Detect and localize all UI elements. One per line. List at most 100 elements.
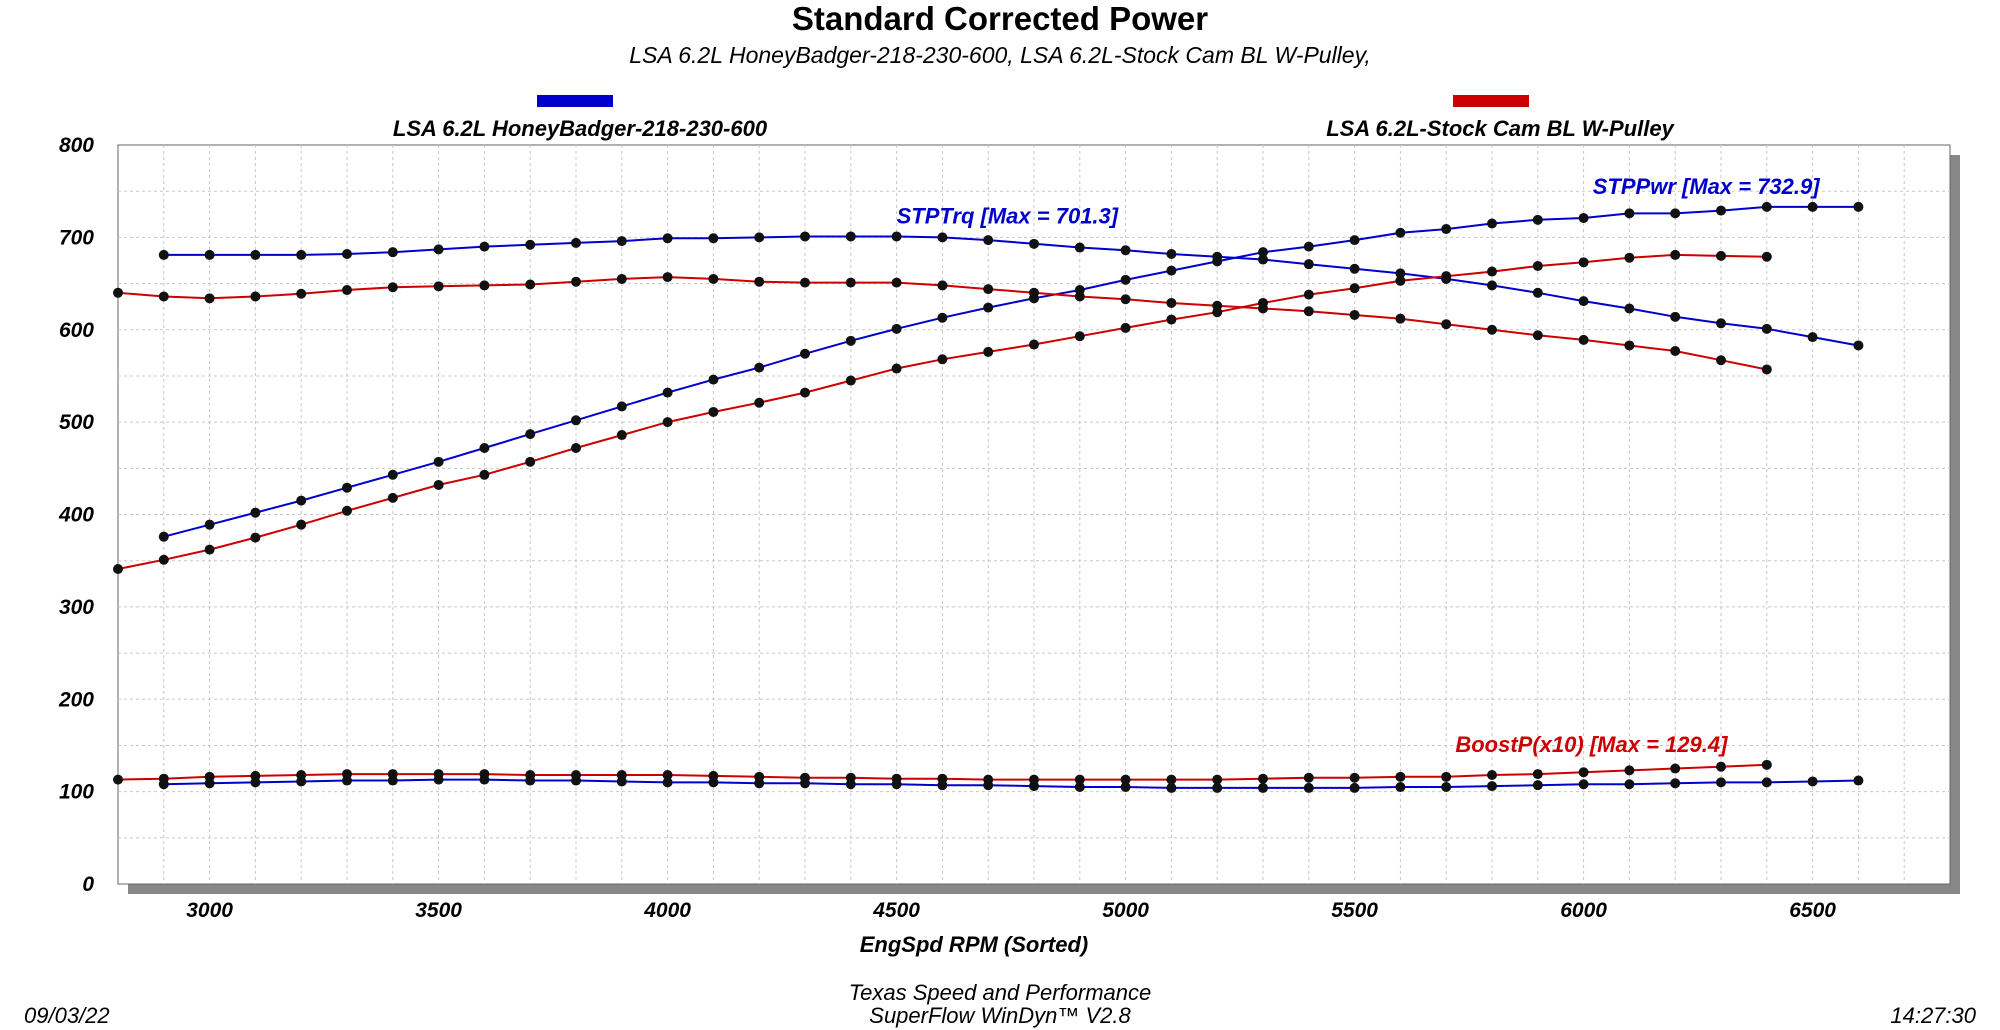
data-point [1166,265,1177,276]
x-tick-label: 4000 [643,899,691,922]
data-point [1670,345,1681,356]
data-point [1395,771,1406,782]
data-point [342,285,352,296]
legend-swatch-run-2 [1453,95,1529,107]
data-point [204,519,215,530]
data-point [1074,291,1085,302]
data-point [1670,763,1681,774]
data-point [1853,775,1864,786]
x-tick-label: 6500 [1789,899,1836,922]
data-point [1395,313,1406,324]
data-point [571,415,581,426]
data-point [158,773,169,784]
data-point [937,232,948,243]
data-point [1670,208,1681,219]
data-point [1761,777,1772,788]
data-point [433,456,444,467]
data-point [1624,252,1635,263]
data-point [616,236,627,247]
data-point [1670,311,1681,322]
data-point [1624,340,1635,351]
data-point [296,519,307,530]
data-point [433,479,444,490]
chart-subtitle: LSA 6.2L HoneyBadger-218-230-600, LSA 6.… [629,42,1371,68]
data-point [937,312,948,323]
data-point [1761,251,1772,262]
data-point [1395,782,1406,793]
data-point [525,456,536,467]
data-point [1166,314,1177,325]
data-point [1349,283,1360,294]
data-point [1487,324,1497,335]
data-point [1578,779,1589,790]
chart-title: Standard Corrected Power [791,0,1209,37]
data-point [1120,274,1131,285]
data-point [1441,271,1452,282]
data-point [296,288,307,299]
data-point [937,773,948,784]
data-point [387,769,398,780]
data-point [708,406,719,417]
data-point [1532,330,1543,341]
x-axis-label: EngSpd RPM (Sorted) [860,932,1089,957]
data-point [479,442,490,453]
series-line-boostp-x10--run-1 [163,778,1859,789]
data-point [1670,249,1681,260]
data-point [1074,242,1085,253]
data-point [1074,331,1085,342]
data-point [937,280,948,291]
data-point [1120,294,1131,305]
data-point [1258,247,1268,258]
series-line-stppwr-run-1 [163,205,1859,538]
data-point [250,770,261,781]
data-point [1624,779,1635,790]
data-point [800,348,810,359]
data-point [1120,782,1131,793]
data-point [387,247,398,258]
data-point [708,233,719,244]
legend-label-run-2: LSA 6.2L-Stock Cam BL W-Pulley [1326,116,1674,141]
data-point [1029,238,1039,249]
data-point [845,375,856,386]
data-point [708,273,719,284]
data-point [616,401,627,412]
data-point [204,544,215,555]
data-point [800,772,810,783]
data-point [983,284,994,295]
footer-shop: Texas Speed and Performance [848,980,1152,1005]
data-point [891,363,902,374]
data-point [1532,769,1543,780]
data-point [1532,287,1543,298]
data-point [845,335,856,346]
data-point [525,769,536,780]
data-point [158,531,169,542]
data-point [158,291,169,302]
data-point [525,429,536,440]
data-point [1578,334,1589,345]
data-point [1212,256,1223,267]
footer-time: 14:27:30 [1890,1003,1976,1028]
data-point [1349,309,1360,320]
data-point [433,281,444,292]
data-point [571,442,581,453]
data-point [433,244,444,255]
data-point [479,769,490,780]
data-point [662,417,673,428]
data-point [1532,780,1543,791]
data-point [1212,782,1223,793]
data-point [1487,266,1497,277]
data-point [342,505,352,516]
data-point [1258,782,1268,793]
data-point [1166,297,1177,308]
series-annotation: BoostP(x10) [Max = 129.4] [1455,732,1728,757]
data-point [1303,259,1314,270]
data-point [1761,201,1772,212]
data-point [800,231,810,242]
data-point [1532,214,1543,225]
data-point [1349,772,1360,783]
data-point [616,273,627,284]
data-point [204,293,215,304]
data-point [387,469,398,480]
data-point [1166,782,1177,793]
data-point [891,323,902,334]
